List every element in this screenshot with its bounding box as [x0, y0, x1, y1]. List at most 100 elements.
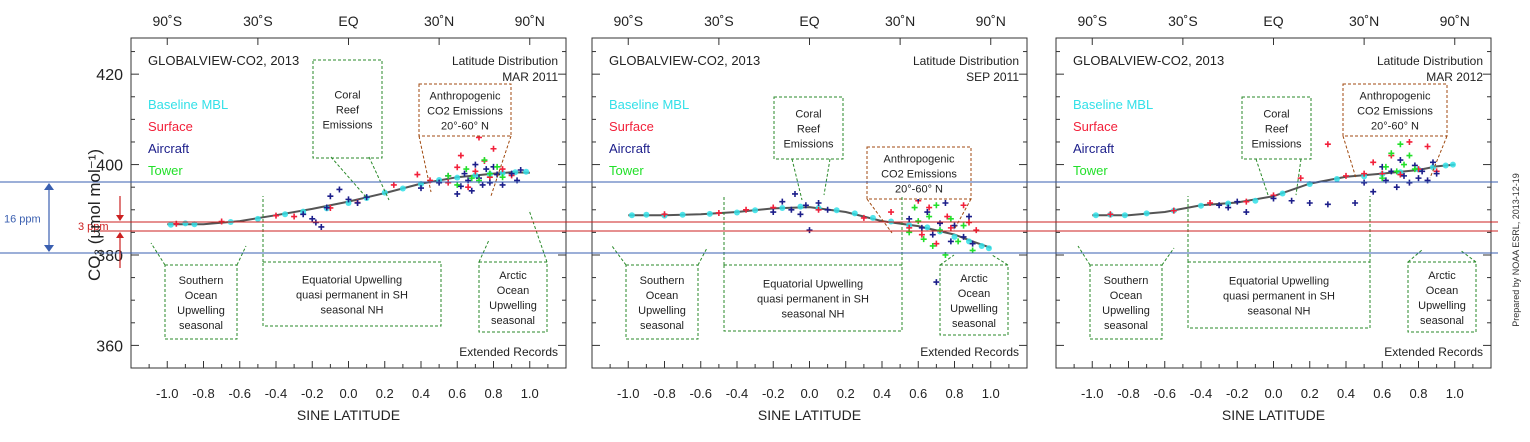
x-tick-label: 0.4 — [1337, 386, 1355, 401]
data-point — [1393, 168, 1400, 175]
data-point — [1401, 172, 1407, 179]
annotation-text: Upwelling — [177, 305, 225, 317]
x-tick-label: 1.0 — [521, 386, 539, 401]
annotation-leader — [478, 239, 490, 263]
data-point — [1419, 168, 1426, 175]
annotation-anthro: Anthropogenic CO2 Emissions 20°-60° N — [866, 146, 972, 200]
x-tick-label: -0.2 — [301, 386, 323, 401]
annotation-text: seasonal NH — [321, 305, 384, 317]
annotation-text: Anthropogenic — [430, 91, 501, 103]
annotation-box — [1089, 264, 1163, 340]
annotation-text: Upwelling — [489, 300, 537, 312]
annotation-text: CO2 Emissions — [881, 169, 957, 181]
x-tick-label: 0.8 — [484, 386, 502, 401]
data-point — [1361, 170, 1368, 177]
data-point — [929, 231, 936, 238]
annotation-leader — [1255, 158, 1269, 196]
annotation-text: Coral — [795, 109, 821, 121]
annotation-leader — [1342, 135, 1357, 179]
data-point — [1406, 152, 1413, 159]
annotation-box — [1407, 261, 1477, 333]
annotation-text: Emissions — [783, 139, 834, 151]
data-point — [363, 194, 370, 201]
chart-panel-3: -1.0 -0.8 -0.6 -0.4 -0.2 0.0 0.2 0.4 0.6 0.8 1.0 SI… — [1055, 13, 1492, 423]
annotation-leader — [330, 156, 367, 198]
data-point — [499, 170, 506, 177]
legend-entry: Baseline MBL — [148, 97, 228, 112]
annotation-box — [773, 96, 844, 160]
arrow-head-3ppm-down — [116, 215, 124, 221]
data-point — [937, 220, 943, 227]
x-tick-label: 0.8 — [1409, 386, 1427, 401]
annotation-text: quasi permanent in SH — [757, 294, 869, 306]
data-point — [282, 211, 289, 218]
annotation-leader — [418, 135, 432, 193]
data-point — [1415, 175, 1422, 182]
data-point — [182, 220, 189, 227]
annotation-box — [164, 264, 238, 340]
chart-panels: 360 380 400 420 -1.0 -0.8 -0.6 -0.4 -0.2 0.0 0.2 0.… — [96, 13, 1492, 423]
data-point — [327, 193, 334, 200]
annotation-text: Ocean — [1110, 290, 1142, 302]
data-point — [483, 166, 490, 173]
data-point — [1297, 175, 1304, 182]
data-point — [937, 227, 943, 234]
data-point — [955, 238, 962, 245]
top-tick-label: 90˚N — [976, 13, 1006, 29]
data-point — [454, 181, 461, 188]
top-tick-label: 90˚S — [613, 13, 643, 29]
data-point — [743, 206, 750, 213]
x-tick-label: -0.4 — [726, 386, 748, 401]
data-point — [915, 218, 922, 225]
annotation-anthro: Anthropogenic CO2 Emissions 20°-60° N — [418, 83, 512, 137]
data-point — [499, 166, 506, 173]
annotation-text: Upwelling — [950, 303, 998, 315]
x-tick-label: -1.0 — [156, 386, 178, 401]
data-point — [947, 215, 954, 222]
annotation-southern: Southern Ocean Upwelling seasonal — [625, 264, 699, 340]
panel-title: GLOBALVIEW-CO2, 2013 — [1073, 53, 1224, 68]
legend-entry: Tower — [609, 163, 644, 178]
data-point — [779, 204, 786, 211]
annotation-arctic: Arctic Ocean Upwelling seasonal — [939, 264, 1009, 336]
data-point — [1433, 170, 1440, 177]
data-point — [715, 209, 722, 216]
annotation-text: Upwelling — [1102, 305, 1150, 317]
annotation-leader — [611, 245, 627, 266]
annotation-box — [723, 264, 903, 332]
x-tick-label: 1.0 — [982, 386, 1000, 401]
top-tick-label: 30˚S — [704, 13, 734, 29]
data-point — [1324, 201, 1331, 208]
top-tick-label: 90˚N — [1440, 13, 1470, 29]
annotation-text: CO2 Emissions — [427, 106, 503, 118]
annotation-coral: Coral Reef Emissions — [312, 59, 383, 159]
annotation-text: Southern — [1104, 275, 1149, 287]
data-point — [490, 145, 497, 152]
data-point — [1397, 157, 1404, 164]
annotation-text: Equatorial Upwelling — [1229, 276, 1329, 288]
data-point — [770, 209, 777, 216]
data-point — [309, 215, 316, 222]
data-point — [481, 157, 488, 164]
legend-entry: Tower — [148, 163, 183, 178]
annotation-text: seasonal — [640, 320, 684, 332]
x-tick-label: 0.6 — [909, 386, 927, 401]
data-point — [345, 200, 352, 206]
data-point — [436, 179, 443, 186]
x-tick-label: -0.8 — [192, 386, 214, 401]
annotation-text: 20°-60° N — [441, 121, 489, 133]
x-tick-label: -0.4 — [265, 386, 287, 401]
annotation-leader — [991, 254, 1009, 266]
data-point — [1121, 212, 1128, 219]
data-point — [966, 213, 972, 220]
data-point — [479, 181, 486, 188]
x-tick-label: -0.2 — [762, 386, 784, 401]
annotation-leader — [1077, 245, 1091, 266]
annotation-equatorial: Equatorial Upwelling quasi permanent in S… — [1187, 261, 1371, 329]
data-point — [1092, 212, 1099, 219]
comparison-guides: 16 ppm 3 ppm — [0, 181, 1498, 268]
annotation-leader — [490, 135, 512, 197]
data-point — [973, 227, 980, 234]
data-point — [457, 183, 464, 190]
